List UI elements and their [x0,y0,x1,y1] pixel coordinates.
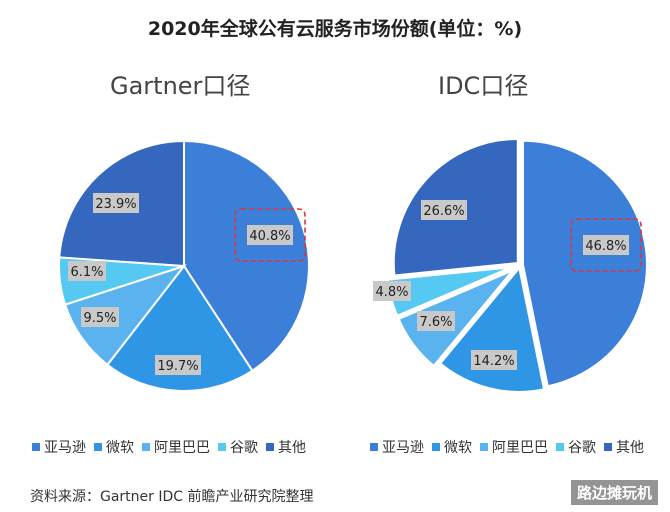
legend-item-google: 谷歌 [218,437,258,457]
pie-title-idc: IDC口径 [438,72,529,100]
pie-1: 46.8% 14.2% 7.6% 4.8% 26.6% [373,137,648,393]
data-label-bg-alibaba [417,311,455,331]
pie-slice-amazon [521,139,648,388]
data-label-microsoft: 14.2% [473,354,514,369]
data-label-amazon: 40.8% [249,229,290,244]
legend-item-other: 其他 [266,437,306,457]
pie-0: 40.8% 19.7% 9.5% 6.1% 23.9% [58,139,310,392]
data-label-bg-other [421,200,467,220]
data-label-google: 6.1% [70,265,103,280]
legend-swatch-google [218,443,226,451]
legend-label-google: 谷歌 [568,440,596,456]
pie-slice-alibaba [63,264,187,367]
data-label-other: 23.9% [95,197,136,212]
legend-label-amazon: 亚马逊 [382,440,424,456]
data-label-bg-microsoft [155,355,201,375]
legend-swatch-google [556,443,564,451]
legend-swatch-other [266,443,274,451]
legend-item-amazon: 亚马逊 [370,437,424,457]
data-label-alibaba: 7.6% [419,315,452,330]
legend-label-other: 其他 [616,440,644,456]
legend-item-other: 其他 [604,437,644,457]
data-label-bg-google [68,261,106,281]
highlight-box [570,218,642,272]
data-label-bg-microsoft [471,350,517,370]
legend-item-microsoft: 微软 [432,437,472,457]
legend-swatch-microsoft [94,443,102,451]
data-label-microsoft: 19.7% [157,359,198,374]
data-label-bg-google [373,281,411,301]
legend-label-other: 其他 [278,440,306,456]
legend-item-microsoft: 微软 [94,437,134,457]
data-label-bg-alibaba [81,307,119,327]
legend-label-amazon: 亚马逊 [44,440,86,456]
data-label-bg-amazon [247,225,293,245]
legend-idc: 亚马逊 微软 阿里巴巴 谷歌 其他 [370,437,652,457]
pie-title-gartner: Gartner口径 [110,72,251,100]
data-label-alibaba: 9.5% [83,311,116,326]
legend-swatch-alibaba [480,443,488,451]
data-label-other: 26.6% [423,204,464,219]
legend-swatch-amazon [370,443,378,451]
pie-slice-microsoft [105,264,254,392]
legend-label-alibaba: 阿里巴巴 [492,440,548,456]
legend-item-amazon: 亚马逊 [32,437,86,457]
source-note: 资料来源：Gartner IDC 前瞻产业研究院整理 [30,489,314,505]
data-label-bg-other [93,193,139,213]
legend-swatch-alibaba [142,443,150,451]
pie-slice-microsoft [438,265,546,393]
data-label-google: 4.8% [375,285,408,300]
chart-title: 2020年全球公有云服务市场份额(单位：%) [147,18,523,40]
legend-label-microsoft: 微软 [106,440,134,456]
watermark: 路边摊玩机 [570,480,658,505]
legend-swatch-other [604,443,612,451]
pie-slice-alibaba [397,269,514,368]
data-label-bg-amazon [583,235,629,255]
legend-swatch-amazon [32,443,40,451]
highlight-box [234,208,306,262]
legend-item-alibaba: 阿里巴巴 [142,437,210,457]
legend-item-alibaba: 阿里巴巴 [480,437,548,457]
legend-gartner: 亚马逊 微软 阿里巴巴 谷歌 其他 [32,437,314,457]
legend-swatch-microsoft [432,443,440,451]
legend-label-microsoft: 微软 [444,440,472,456]
data-label-amazon: 46.8% [585,239,626,254]
legend-label-alibaba: 阿里巴巴 [154,440,210,456]
legend-label-google: 谷歌 [230,440,258,456]
legend-item-google: 谷歌 [556,437,596,457]
